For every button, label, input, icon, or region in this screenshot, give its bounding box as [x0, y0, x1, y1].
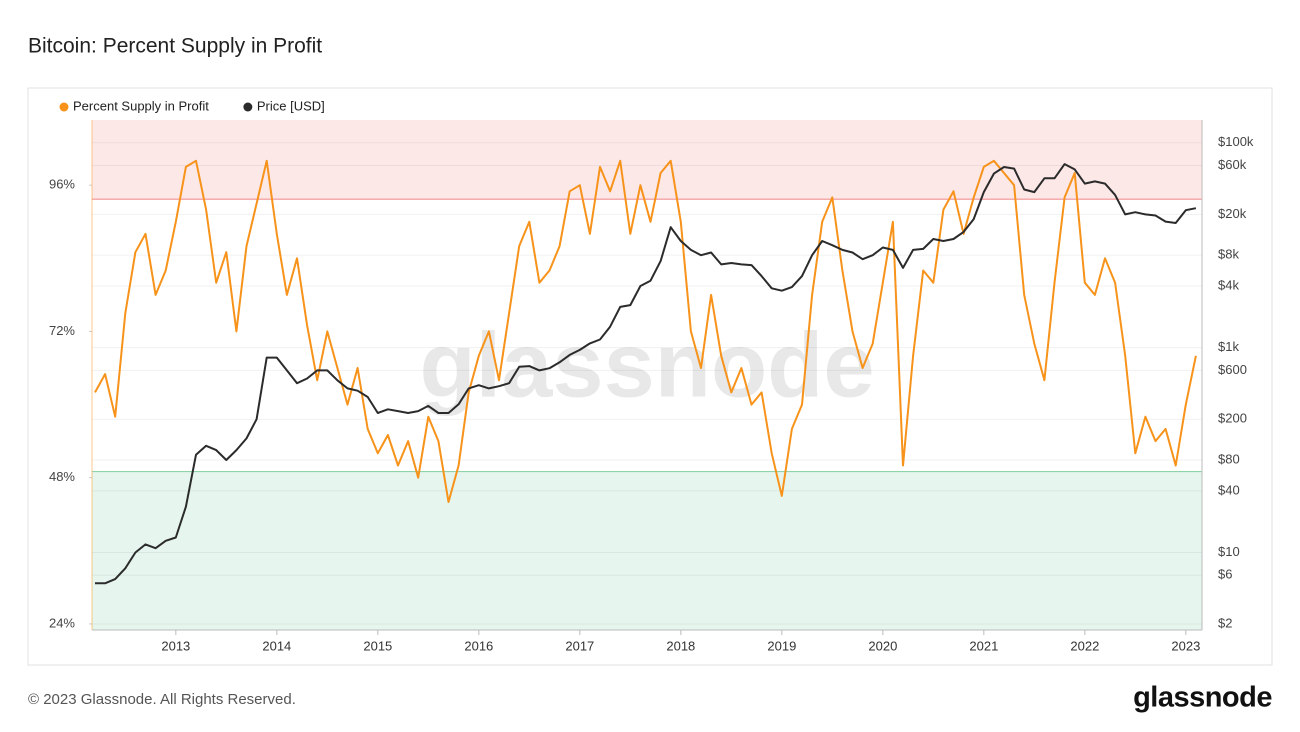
logo: glassnode — [1133, 682, 1272, 714]
legend-label: Percent Supply in Profit — [73, 98, 209, 113]
y2-tick-label: $1k — [1218, 339, 1239, 354]
x-tick-label: 2020 — [868, 638, 897, 653]
band — [92, 120, 1202, 200]
y2-tick-label: $80 — [1218, 451, 1240, 466]
y2-tick-label: $20k — [1218, 206, 1247, 221]
legend-marker — [243, 102, 253, 112]
band — [92, 471, 1202, 630]
x-tick-label: 2015 — [363, 638, 392, 653]
y-tick-label: 96% — [49, 177, 75, 192]
x-tick-label: 2021 — [969, 638, 998, 653]
panel — [27, 87, 1273, 666]
y2-tick-label: $4k — [1218, 277, 1239, 292]
y-tick-label: 24% — [49, 615, 75, 630]
y2-tick-label: $40 — [1218, 482, 1240, 497]
x-tick-label: 2014 — [262, 638, 291, 653]
x-tick-label: 2013 — [161, 638, 190, 653]
y-tick-label: 72% — [49, 323, 75, 338]
y2-tick-label: $600 — [1218, 362, 1247, 377]
x-tick-label: 2017 — [565, 638, 594, 653]
x-tick-label: 2019 — [767, 638, 796, 653]
y2-tick-label: $8k — [1218, 247, 1239, 262]
x-tick-label: 2016 — [464, 638, 493, 653]
y2-tick-label: $2 — [1218, 615, 1232, 630]
legend-marker — [59, 102, 69, 112]
x-tick-label: 2022 — [1070, 638, 1099, 653]
y2-tick-label: $10 — [1218, 544, 1240, 559]
series-line — [94, 159, 1197, 503]
x-tick-label: 2023 — [1171, 638, 1200, 653]
x-tick-label: 2018 — [666, 638, 695, 653]
chart-title: Bitcoin: Percent Supply in Profit — [28, 35, 322, 58]
y2-tick-label: $6 — [1218, 567, 1232, 582]
y-tick-label: 48% — [49, 469, 75, 484]
legend-label: Price [USD] — [257, 98, 325, 113]
series-line — [95, 163, 1197, 585]
y2-tick-label: $200 — [1218, 411, 1247, 426]
y2-tick-label: $60k — [1218, 157, 1247, 172]
y2-tick-label: $100k — [1218, 134, 1254, 149]
plot: $2 $6 $10 $40 $80 $200 $600 $1k $4k $8k $20k $60k $1… — [49, 98, 1254, 653]
footer: © 2023 Glassnode. All Rights Reserved. — [28, 691, 296, 708]
